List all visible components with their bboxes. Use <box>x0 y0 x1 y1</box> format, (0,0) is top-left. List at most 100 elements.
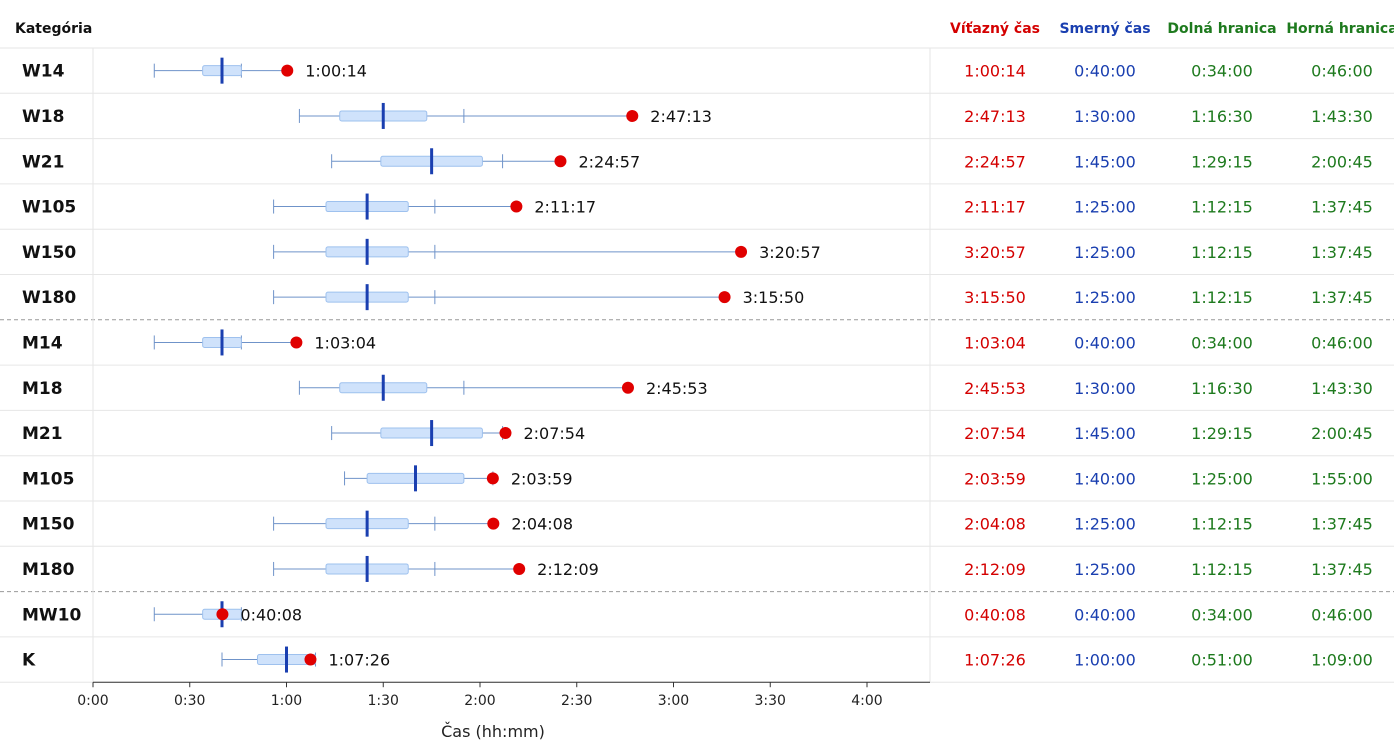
table-cell: 1:30:00 <box>1074 379 1136 398</box>
table-cell: 1:16:30 <box>1191 379 1253 398</box>
table-cell: 1:12:15 <box>1191 288 1253 307</box>
winner-point <box>499 427 512 440</box>
category-label: W180 <box>22 288 76 308</box>
table-cell: 1:29:15 <box>1191 152 1253 171</box>
winner-data-label: 1:00:14 <box>305 62 367 81</box>
winner-point <box>290 336 303 349</box>
table-cell: 1:16:30 <box>1191 107 1253 126</box>
x-tick-label: 0:00 <box>77 693 108 709</box>
category-label: W14 <box>22 62 65 82</box>
table-cell: 1:09:00 <box>1311 651 1373 670</box>
x-tick-label: 0:30 <box>174 693 205 709</box>
winner-point <box>281 64 294 77</box>
x-tick-label: 3:00 <box>658 693 689 709</box>
winner-data-label: 2:07:54 <box>523 424 585 443</box>
category-label: M150 <box>22 515 75 535</box>
table-cell: 3:20:57 <box>964 243 1026 262</box>
table-cell: 1:25:00 <box>1074 198 1136 217</box>
table-cell: 1:03:04 <box>964 333 1026 352</box>
category-label: M105 <box>22 469 74 489</box>
table-cell: 0:40:00 <box>1074 62 1136 81</box>
x-tick-label: 3:30 <box>755 693 786 709</box>
x-axis-label: Čas (hh:mm) <box>441 722 545 740</box>
column-header: Víťazný čas <box>950 21 1040 37</box>
table-cell: 1:37:45 <box>1311 560 1373 579</box>
winner-data-label: 2:11:17 <box>534 198 596 217</box>
winner-data-label: 2:03:59 <box>511 469 573 488</box>
table-cell: 1:30:00 <box>1074 107 1136 126</box>
winner-data-label: 2:04:08 <box>511 515 573 534</box>
table-cell: 2:45:53 <box>964 379 1026 398</box>
table-cell: 0:34:00 <box>1191 605 1253 624</box>
table-cell: 1:43:30 <box>1311 379 1373 398</box>
table-cell: 0:46:00 <box>1311 605 1373 624</box>
winner-point <box>304 653 317 666</box>
category-header: Kategória <box>15 21 92 37</box>
table-cell: 2:04:08 <box>964 515 1026 534</box>
winner-data-label: 1:03:04 <box>314 333 376 352</box>
table-cell: 1:55:00 <box>1311 469 1373 488</box>
winner-data-label: 2:12:09 <box>537 560 599 579</box>
table-cell: 1:25:00 <box>1191 469 1253 488</box>
table-cell: 1:00:00 <box>1074 651 1136 670</box>
column-header: Dolná hranica <box>1167 21 1276 37</box>
winner-point <box>510 200 523 213</box>
category-label: M21 <box>22 424 63 444</box>
column-header: Smerný čas <box>1059 21 1150 37</box>
category-label: W21 <box>22 152 64 172</box>
table-cell: 1:00:14 <box>964 62 1026 81</box>
x-tick-label: 4:00 <box>851 693 882 709</box>
table-cell: 0:40:00 <box>1074 605 1136 624</box>
category-label: M180 <box>22 560 75 580</box>
winner-data-label: 2:45:53 <box>646 379 708 398</box>
table-cell: 3:15:50 <box>964 288 1026 307</box>
winner-data-label: 2:47:13 <box>650 107 712 126</box>
table-cell: 2:24:57 <box>964 152 1026 171</box>
category-label: K <box>22 651 36 671</box>
winner-data-label: 3:15:50 <box>743 288 805 307</box>
winner-data-label: 3:20:57 <box>759 243 821 262</box>
winner-point <box>626 109 639 122</box>
winner-data-label: 0:40:08 <box>240 605 302 624</box>
winner-point <box>554 155 567 168</box>
winner-point <box>216 608 229 621</box>
table-cell: 1:12:15 <box>1191 198 1253 217</box>
table-cell: 1:37:45 <box>1311 198 1373 217</box>
table-cell: 1:12:15 <box>1191 560 1253 579</box>
table-cell: 2:00:45 <box>1311 152 1373 171</box>
table-cell: 1:40:00 <box>1074 469 1136 488</box>
table-cell: 0:40:00 <box>1074 333 1136 352</box>
table-cell: 2:00:45 <box>1311 424 1373 443</box>
category-label: MW10 <box>22 605 81 625</box>
category-label: M14 <box>22 333 63 353</box>
table-cell: 1:37:45 <box>1311 243 1373 262</box>
table-cell: 1:25:00 <box>1074 515 1136 534</box>
table-cell: 0:34:00 <box>1191 333 1253 352</box>
winner-data-label: 1:07:26 <box>328 651 390 670</box>
category-label: W18 <box>22 107 64 127</box>
table-cell: 1:25:00 <box>1074 288 1136 307</box>
category-label: W150 <box>22 243 76 263</box>
winner-data-label: 2:24:57 <box>578 152 640 171</box>
x-tick-label: 2:00 <box>464 693 495 709</box>
winner-point <box>621 381 634 394</box>
table-cell: 1:43:30 <box>1311 107 1373 126</box>
table-cell: 1:12:15 <box>1191 243 1253 262</box>
x-tick-label: 1:00 <box>271 693 302 709</box>
table-cell: 2:47:13 <box>964 107 1026 126</box>
x-tick-label: 1:30 <box>368 693 399 709</box>
table-cell: 1:37:45 <box>1311 515 1373 534</box>
winner-point <box>718 291 731 304</box>
table-cell: 2:12:09 <box>964 560 1026 579</box>
table-cell: 1:29:15 <box>1191 424 1253 443</box>
table-cell: 1:37:45 <box>1311 288 1373 307</box>
table-cell: 0:46:00 <box>1311 333 1373 352</box>
winner-point <box>735 245 748 258</box>
table-cell: 2:03:59 <box>964 469 1026 488</box>
category-label: W105 <box>22 198 76 218</box>
table-cell: 0:51:00 <box>1191 651 1253 670</box>
table-cell: 0:40:08 <box>964 605 1026 624</box>
table-cell: 0:46:00 <box>1311 62 1373 81</box>
table-cell: 1:45:00 <box>1074 152 1136 171</box>
